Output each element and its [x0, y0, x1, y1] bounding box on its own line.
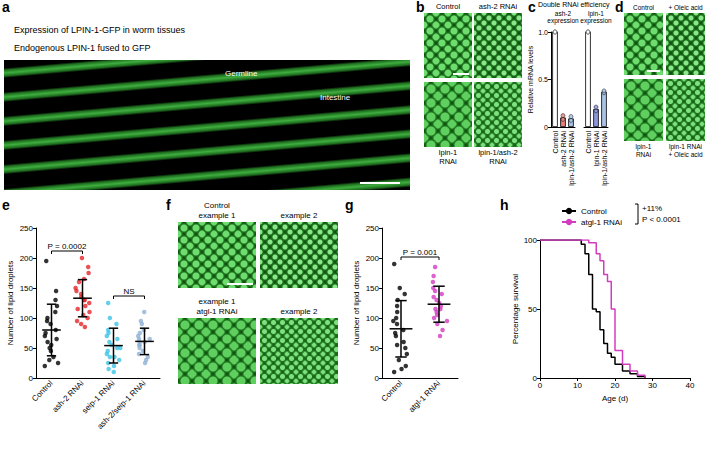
html-text:Double RNAi efficiency: Double RNAi efficiency	[538, 1, 610, 8]
html-text:d: d	[615, 0, 624, 15]
svg-text:lpin-1/ash-2 RNAi: lpin-1/ash-2 RNAi	[568, 131, 576, 186]
svg-text:0: 0	[29, 374, 34, 383]
svg-text:200: 200	[366, 254, 380, 263]
svg-text:0: 0	[375, 374, 380, 383]
svg-text:Control: Control	[552, 131, 559, 154]
html-text:c: c	[528, 0, 536, 15]
svg-text:Age (d): Age (d)	[602, 394, 629, 403]
html-text:ash-2 expression: ash-2 expression	[547, 10, 579, 25]
svg-text:10: 10	[573, 381, 582, 390]
svg-text:0: 0	[544, 124, 548, 131]
svg-text:50: 50	[370, 344, 379, 353]
svg-text:Number of lipid droplets: Number of lipid droplets	[6, 261, 15, 345]
html-text:example 2: example 2	[280, 306, 318, 316]
svg-text:40: 40	[686, 381, 695, 390]
svg-text:0.5: 0.5	[538, 76, 548, 83]
svg-text:lpin-1/ash-2 RNAi: lpin-1/ash-2 RNAi	[601, 131, 609, 186]
svg-text:150: 150	[20, 284, 34, 293]
html-text:Control: Control	[204, 201, 230, 210]
svg-text:atgl-1 RNAi: atgl-1 RNAi	[581, 218, 622, 227]
html-text:+ Oleic acid: + Oleic acid	[668, 151, 703, 158]
html-text:lpin-1: lpin-1	[635, 143, 652, 150]
svg-text:NS: NS	[123, 287, 134, 296]
html-text:RNAi: RNAi	[439, 157, 457, 166]
svg-text:1.0: 1.0	[538, 29, 548, 36]
html-text:f: f	[166, 197, 171, 213]
html-text:Intestine: Intestine	[320, 93, 351, 102]
svg-text:Control: Control	[581, 207, 607, 216]
svg-text:100: 100	[366, 314, 380, 323]
svg-text:0: 0	[538, 381, 543, 390]
svg-text:250: 250	[20, 224, 34, 233]
svg-text:P < 0.0001: P < 0.0001	[642, 215, 681, 224]
html-text:example 1: example 1	[198, 210, 236, 220]
svg-text:lpin-1 RNAi: lpin-1 RNAi	[593, 131, 601, 167]
svg-text:30: 30	[648, 381, 657, 390]
svg-text:Control: Control	[585, 131, 592, 154]
svg-text:ash-2 RNAi: ash-2 RNAi	[50, 378, 86, 415]
html-text:lpin-1/ash-2: lpin-1/ash-2	[478, 148, 518, 157]
html-text:RNAi: RNAi	[635, 151, 652, 158]
svg-text:250: 250	[366, 224, 380, 233]
svg-text:Number of lipid droplets: Number of lipid droplets	[352, 261, 361, 345]
svg-text:atgl-1 RNAi: atgl-1 RNAi	[407, 379, 442, 414]
html-text:Germline: Germline	[225, 69, 258, 78]
html-text:lpin-1: lpin-1	[438, 148, 458, 157]
svg-text:P = 0.0002: P = 0.0002	[48, 242, 87, 251]
html-text:atgl-1 RNAi: atgl-1 RNAi	[196, 306, 238, 316]
svg-text:100: 100	[524, 236, 538, 245]
svg-text:Relative mRNA levels: Relative mRNA levels	[527, 45, 534, 113]
svg-text:+11%: +11%	[642, 204, 662, 213]
html-text:Control: Control	[633, 4, 654, 11]
html-text:example 2: example 2	[280, 210, 318, 220]
html-text:lpin-1 RNAi: lpin-1 RNAi	[669, 143, 702, 150]
svg-text:ash-2 RNAi: ash-2 RNAi	[560, 131, 567, 167]
html-text:ash-2 RNAi: ash-2 RNAi	[478, 2, 518, 11]
html-text:h: h	[500, 197, 509, 213]
html-text:Expression of LPIN-1-GFP in wo: Expression of LPIN-1-GFP in worm tissues	[14, 25, 185, 35]
svg-text:P = 0.001: P = 0.001	[403, 248, 438, 257]
html-text:a: a	[2, 0, 10, 15]
svg-text:200: 200	[20, 254, 34, 263]
html-text:Endogenous LPIN-1 fused to GFP: Endogenous LPIN-1 fused to GFP	[14, 43, 151, 53]
html-text:g: g	[345, 197, 354, 213]
svg-text:Percentage survival: Percentage survival	[511, 274, 520, 344]
html-text:Control: Control	[435, 2, 461, 11]
html-text:RNAi: RNAi	[489, 157, 507, 166]
html-text:b: b	[416, 0, 425, 15]
svg-text:100: 100	[20, 314, 34, 323]
html-text:+ Oleic acid: + Oleic acid	[668, 4, 703, 11]
svg-text:50: 50	[528, 305, 537, 314]
html-text:lpin-1 expression: lpin-1 expression	[580, 10, 612, 25]
svg-text:Control: Control	[380, 379, 405, 404]
html-text:e: e	[2, 197, 10, 213]
svg-text:50: 50	[24, 344, 33, 353]
svg-text:Control: Control	[30, 379, 55, 404]
svg-text:ash-2/seip-1 RNAi: ash-2/seip-1 RNAi	[95, 379, 147, 431]
svg-text:0: 0	[532, 373, 537, 383]
svg-text:20: 20	[611, 381, 620, 390]
html-text:example 1: example 1	[198, 297, 236, 306]
svg-text:150: 150	[366, 284, 380, 293]
